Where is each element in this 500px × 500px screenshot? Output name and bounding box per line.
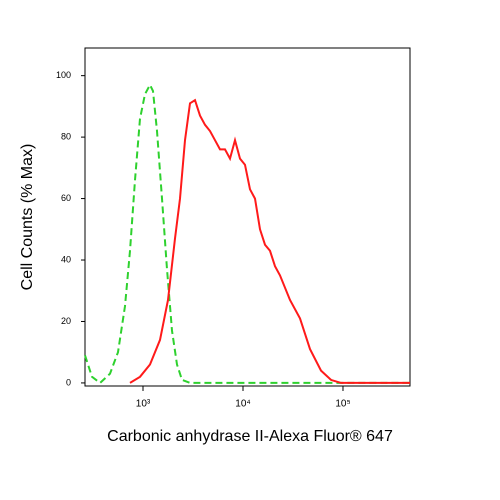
y-tick-label: 40	[61, 254, 71, 264]
x-axis-label: Carbonic anhydrase II-Alexa Fluor® 647	[107, 428, 393, 445]
y-tick-label: 80	[61, 131, 71, 141]
x-tick-label: 10⁴	[235, 399, 250, 410]
y-axis-label: Cell Counts (% Max)	[19, 144, 36, 291]
y-tick-label: 60	[61, 193, 71, 203]
y-tick-label: 100	[56, 70, 71, 80]
x-tick-label: 10⁵	[335, 399, 350, 410]
y-tick-label: 0	[66, 377, 71, 387]
y-tick-label: 20	[61, 316, 71, 326]
series-line	[129, 98, 410, 384]
x-tick-label: 10³	[136, 399, 151, 410]
series-line	[84, 82, 410, 385]
plot-frame	[84, 47, 411, 387]
